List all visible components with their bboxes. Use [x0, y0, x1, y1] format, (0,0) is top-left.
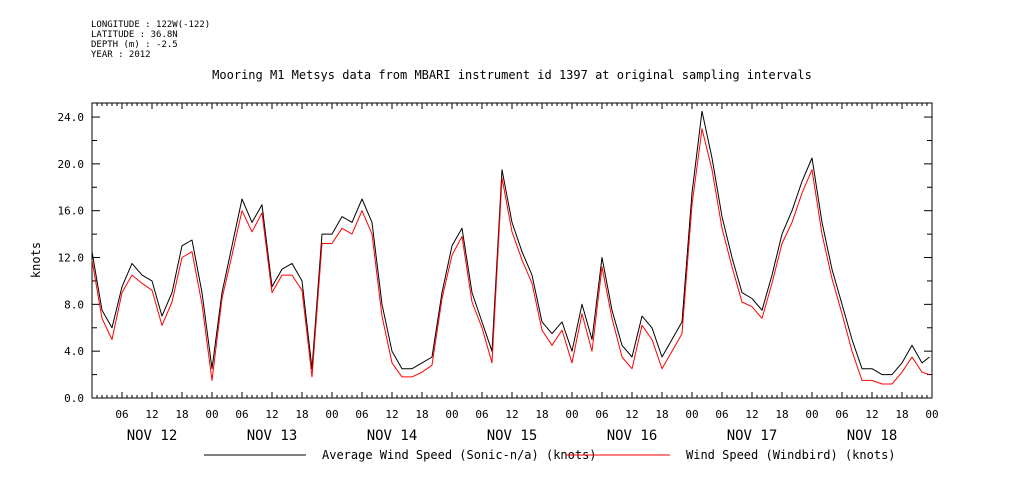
legend: Average Wind Speed (Sonic-n/a) (knots) Wi… [204, 448, 896, 462]
y-tick-label: 8.0 [64, 298, 84, 311]
x-hour-tick-label: 06 [835, 408, 848, 421]
y-tick-label: 0.0 [64, 392, 84, 405]
x-hour-tick-label: 12 [265, 408, 278, 421]
axes: 06 12 18 00 06 12 18 00 06 12 18 00 06 12 18 00 06 12 18 00… [58, 102, 939, 444]
x-hour-tick-label: 12 [385, 408, 398, 421]
series-line-2 [91, 128, 930, 385]
x-hour-tick-label: 18 [895, 408, 908, 421]
x-hour-tick-label: 00 [445, 408, 458, 421]
y-tick-label: 20.0 [58, 158, 85, 171]
depth-text: DEPTH (m) : -2.5 [91, 40, 178, 50]
x-hour-tick-label: 18 [655, 408, 668, 421]
year-text: YEAR : 2012 [91, 50, 151, 60]
x-day-label: NOV 14 [367, 428, 418, 444]
x-hour-tick-label: 06 [115, 408, 128, 421]
x-day-label: NOV 18 [847, 428, 898, 444]
x-day-label: NOV 17 [727, 428, 778, 444]
x-hour-tick-label: 00 [805, 408, 818, 421]
x-hour-tick-label: 18 [415, 408, 428, 421]
y-tick-label: 16.0 [58, 205, 85, 218]
y-tick-label: 4.0 [64, 345, 84, 358]
latitude-text: LATITUDE : 36.8N [91, 30, 178, 40]
x-hour-tick-label: 06 [355, 408, 368, 421]
x-hour-tick-label: 00 [685, 408, 698, 421]
x-day-label: NOV 13 [247, 428, 298, 444]
y-tick-label: 24.0 [58, 111, 85, 124]
x-hour-tick-label: 06 [715, 408, 728, 421]
x-hour-tick-label: 12 [505, 408, 518, 421]
x-hour-tick-label: 18 [535, 408, 548, 421]
y-tick-label: 12.0 [58, 252, 85, 265]
x-hour-tick-label: 18 [775, 408, 788, 421]
x-hour-tick-label: 00 [325, 408, 338, 421]
y-axis-label: knots [29, 242, 43, 278]
legend-label-series-1: Average Wind Speed (Sonic-n/a) (knots) [322, 448, 597, 462]
legend-label-series-2: Wind Speed (Windbird) (knots) [686, 448, 896, 462]
x-hour-tick-label: 12 [865, 408, 878, 421]
x-day-label: NOV 12 [127, 428, 178, 444]
x-day-label: NOV 16 [607, 428, 658, 444]
x-hour-tick-label: 06 [475, 408, 488, 421]
x-hour-tick-label: 06 [595, 408, 608, 421]
x-hour-tick-label: 12 [625, 408, 638, 421]
x-hour-tick-label: 00 [925, 408, 938, 421]
x-hour-tick-label: 06 [235, 408, 248, 421]
series-line-1 [91, 110, 930, 376]
x-hour-tick-label: 00 [565, 408, 578, 421]
x-hour-tick-label: 12 [145, 408, 158, 421]
plot-frame [91, 102, 933, 399]
x-hour-tick-label: 12 [745, 408, 758, 421]
series-group [91, 110, 930, 385]
x-day-label: NOV 15 [487, 428, 538, 444]
x-hour-tick-label: 18 [175, 408, 188, 421]
longitude-text: LONGITUDE : 122W(-122) [91, 20, 211, 30]
x-hour-tick-label: 18 [295, 408, 308, 421]
x-hour-tick-label: 00 [205, 408, 218, 421]
chart-title: Mooring M1 Metsys data from MBARI instru… [212, 68, 812, 82]
